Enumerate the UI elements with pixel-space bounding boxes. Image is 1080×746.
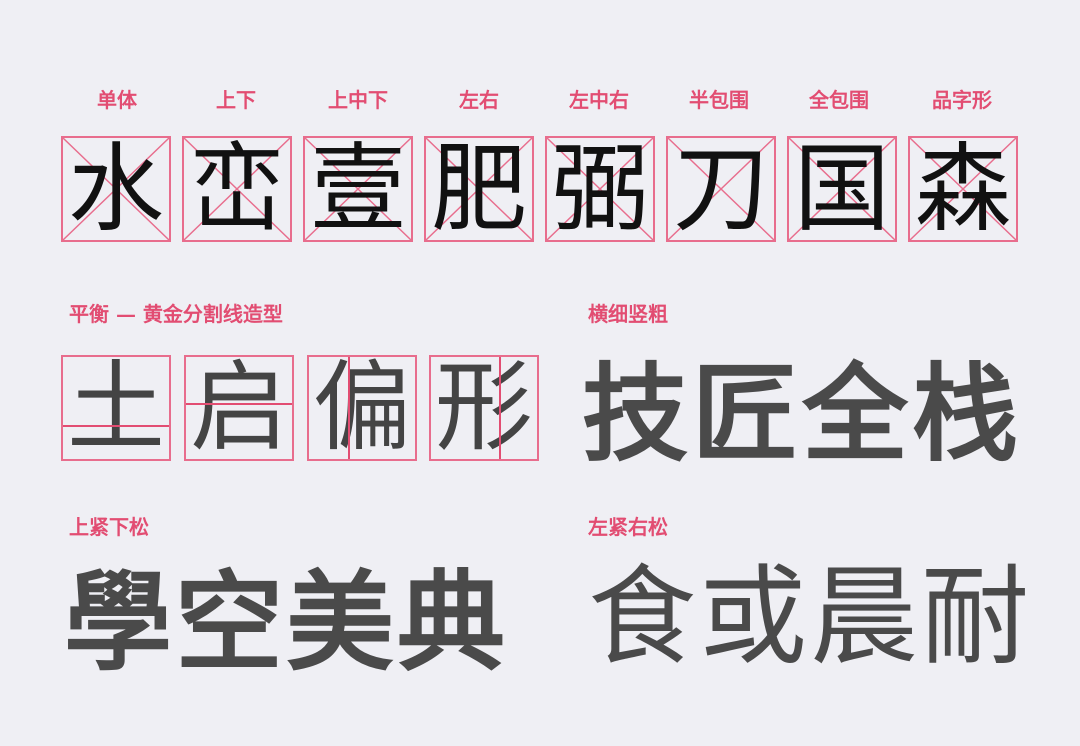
structure-char: 肥	[431, 136, 527, 242]
structure-label-half-enclosure: 半包围	[689, 88, 749, 112]
golden-ratio-guide	[499, 357, 501, 459]
diagonal-guide	[305, 138, 411, 240]
diagonal-guide	[547, 138, 653, 240]
balance-char: 土	[66, 355, 165, 461]
golden-ratio-guide	[186, 403, 292, 405]
structure-label-top-middle-bottom: 上中下	[328, 88, 388, 112]
structure-char: 水	[68, 136, 164, 242]
structure-char: 刀	[673, 136, 769, 242]
golden-ratio-guide	[348, 357, 350, 459]
structure-box-half-enclosure: 刀	[666, 136, 776, 242]
diagonal-guide	[63, 138, 169, 240]
structure-char: 国	[794, 136, 890, 242]
structure-box-single: 水	[61, 136, 171, 242]
stroke-label: 横细竖粗	[588, 302, 668, 326]
structure-char: 弼	[552, 136, 648, 242]
structure-char: 壹	[310, 136, 406, 242]
structure-box-top-bottom: 峦	[182, 136, 292, 242]
diagonal-guide	[910, 138, 1016, 240]
structure-label-triple: 品字形	[932, 88, 992, 112]
balance-char: 形	[434, 355, 533, 461]
top-tight-label: 上紧下松	[69, 515, 149, 539]
diagonal-guide	[426, 138, 532, 240]
balance-label: 平衡 — 黄金分割线造型	[69, 302, 283, 326]
balance-char: 启	[189, 355, 288, 461]
structure-box-top-middle-bottom: 壹	[303, 136, 413, 242]
structure-label-left-middle-right: 左中右	[569, 88, 629, 112]
structure-box-triple: 森	[908, 136, 1018, 242]
structure-char: 峦	[189, 136, 285, 242]
structure-char: 森	[915, 136, 1011, 242]
golden-ratio-guide	[63, 425, 169, 427]
left-tight-sample-text: 食或晨耐	[588, 555, 1033, 680]
left-tight-label: 左紧右松	[588, 515, 668, 539]
balance-box-pian: 偏	[307, 355, 417, 461]
top-tight-sample-text: 學空美典	[64, 561, 509, 686]
structure-box-left-middle-right: 弼	[545, 136, 655, 242]
diagonal-guide	[789, 138, 895, 240]
balance-box-tu: 土	[61, 355, 171, 461]
balance-char: 偏	[312, 355, 411, 461]
diagonal-guide	[668, 138, 774, 240]
balance-box-xing: 形	[429, 355, 539, 461]
structure-label-full-enclosure: 全包围	[809, 88, 869, 112]
stroke-sample-text: 技匠全栈	[582, 353, 1022, 476]
structure-box-left-right: 肥	[424, 136, 534, 242]
balance-box-qi: 启	[184, 355, 294, 461]
structure-label-single: 单体	[97, 88, 137, 112]
structure-label-left-right: 左右	[459, 88, 499, 112]
structure-box-full-enclosure: 国	[787, 136, 897, 242]
structure-label-top-bottom: 上下	[216, 88, 256, 112]
diagonal-guide	[184, 138, 290, 240]
